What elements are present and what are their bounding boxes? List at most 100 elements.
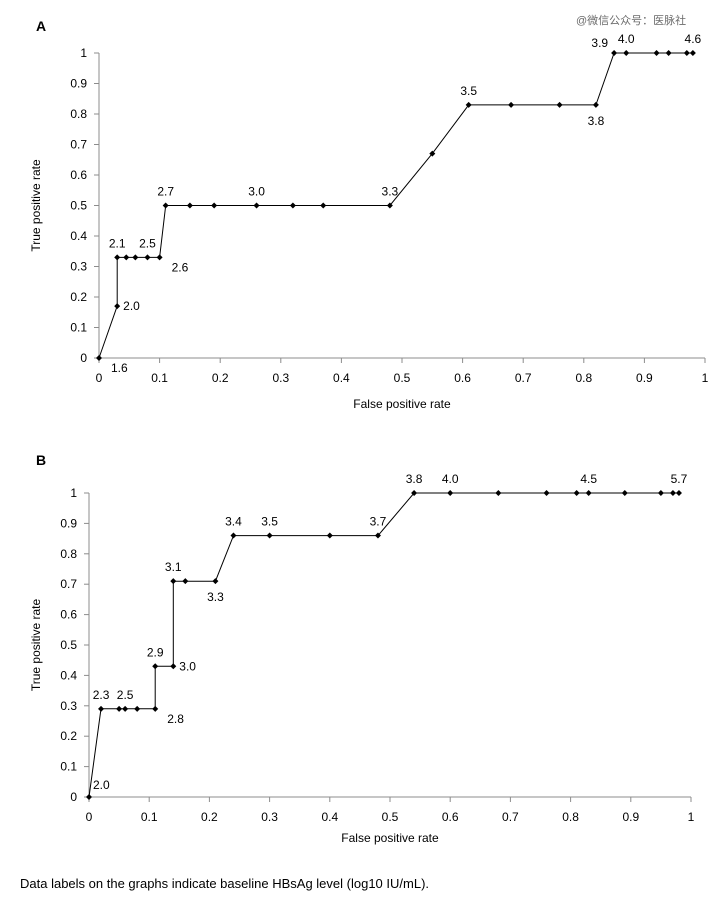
x-tick-label: 0.9 xyxy=(622,810,639,824)
data-label: 3.9 xyxy=(591,36,608,50)
panel-label: A xyxy=(36,18,46,34)
data-point xyxy=(411,490,418,496)
data-point xyxy=(465,101,472,108)
data-point xyxy=(152,663,159,670)
data-label: 2.0 xyxy=(123,299,140,313)
data-label: 2.9 xyxy=(147,645,164,659)
x-tick-label: 0.4 xyxy=(321,810,338,824)
data-point xyxy=(585,490,592,496)
x-tick-label: 0.3 xyxy=(272,371,289,385)
x-tick-label: 0.1 xyxy=(151,371,168,385)
data-point xyxy=(152,705,159,712)
x-tick-label: 0.1 xyxy=(141,810,158,824)
panel-label: B xyxy=(36,452,46,468)
y-tick-label: 1 xyxy=(80,46,87,60)
series-line xyxy=(88,492,679,798)
data-label: 4.5 xyxy=(580,472,597,486)
data-label: 2.0 xyxy=(93,778,110,792)
x-tick-label: 0.5 xyxy=(382,810,399,824)
y-tick-label: 0.2 xyxy=(60,729,77,743)
data-point xyxy=(116,705,123,712)
y-tick-label: 1 xyxy=(70,486,77,500)
data-label: 3.3 xyxy=(382,185,399,199)
data-label: 2.5 xyxy=(117,688,134,702)
data-point xyxy=(689,50,696,56)
x-tick-label: 0.3 xyxy=(261,810,278,824)
data-point xyxy=(98,705,105,712)
y-tick-label: 0.8 xyxy=(60,547,77,561)
y-tick-label: 0.8 xyxy=(70,107,87,121)
y-tick-label: 0.7 xyxy=(70,138,87,152)
y-tick-label: 0.5 xyxy=(60,638,77,652)
data-point xyxy=(132,254,139,261)
chart-panel-A: A 0 0.1 0.2 0.3 0.4 0.5 0.6 0.7 0.8 0.9 1 0 0.1 0.2 0.3… xyxy=(29,18,709,411)
data-point xyxy=(212,578,219,585)
data-point xyxy=(122,705,129,712)
y-tick-label: 0.6 xyxy=(60,608,77,622)
y-tick-label: 0 xyxy=(80,351,87,365)
y-tick-label: 0.3 xyxy=(70,260,87,274)
data-label: 3.0 xyxy=(248,185,265,199)
data-label: 3.8 xyxy=(588,114,605,128)
x-tick-label: 1 xyxy=(702,371,709,385)
y-axis-title: True positive rate xyxy=(29,599,43,692)
data-point xyxy=(156,254,163,261)
data-label: 2.5 xyxy=(139,236,156,250)
data-label: 3.5 xyxy=(460,84,477,98)
data-point xyxy=(320,202,327,209)
y-tick-label: 0.5 xyxy=(70,199,87,213)
x-axis-title: False positive rate xyxy=(341,831,439,845)
y-tick-label: 0.9 xyxy=(70,77,87,91)
y-tick-label: 0.1 xyxy=(70,321,87,335)
data-point xyxy=(386,202,393,209)
x-tick-label: 0.7 xyxy=(502,810,519,824)
data-point xyxy=(374,532,381,539)
data-point xyxy=(266,532,273,539)
y-tick-label: 0.3 xyxy=(60,699,77,713)
data-point xyxy=(592,101,599,108)
data-point xyxy=(623,50,630,56)
x-tick-label: 0.4 xyxy=(333,371,350,385)
y-tick-label: 0 xyxy=(70,790,77,804)
y-tick-label: 0.7 xyxy=(60,577,77,591)
data-point xyxy=(675,490,682,496)
y-tick-label: 0.9 xyxy=(60,516,77,530)
data-point xyxy=(621,490,628,496)
data-point xyxy=(96,355,102,361)
data-label: 2.3 xyxy=(93,688,110,702)
x-tick-label: 0 xyxy=(96,371,103,385)
data-point xyxy=(543,490,550,496)
x-tick-label: 0.5 xyxy=(394,371,411,385)
data-label: 2.8 xyxy=(167,712,184,726)
y-tick-label: 0.2 xyxy=(70,290,87,304)
data-label: 2.1 xyxy=(109,236,126,250)
x-tick-label: 0.7 xyxy=(515,371,532,385)
y-axis-title: True positive rate xyxy=(29,159,43,252)
data-label: 2.6 xyxy=(172,260,189,274)
data-point xyxy=(508,101,515,108)
data-point xyxy=(86,794,92,800)
x-tick-label: 1 xyxy=(688,810,695,824)
data-point xyxy=(447,490,454,496)
data-point xyxy=(186,202,193,209)
data-point xyxy=(144,254,151,261)
y-tick-label: 0.4 xyxy=(70,229,87,243)
data-label: 3.7 xyxy=(370,515,387,529)
watermark: @微信公众号：医脉社 xyxy=(576,15,687,27)
data-point xyxy=(669,490,676,496)
x-tick-label: 0.8 xyxy=(575,371,592,385)
x-tick-label: 0.2 xyxy=(212,371,229,385)
data-label: 3.4 xyxy=(225,515,242,529)
data-point xyxy=(657,490,664,496)
data-label: 3.5 xyxy=(261,515,278,529)
y-tick-label: 0.1 xyxy=(60,760,77,774)
x-tick-label: 0.8 xyxy=(562,810,579,824)
data-label: 5.7 xyxy=(671,472,688,486)
figure-caption: Data labels on the graphs indicate basel… xyxy=(20,876,430,891)
data-label: 4.6 xyxy=(685,32,702,46)
data-point xyxy=(134,705,141,712)
data-point xyxy=(170,663,177,670)
x-tick-label: 0.2 xyxy=(201,810,218,824)
data-label: 1.6 xyxy=(111,361,128,375)
